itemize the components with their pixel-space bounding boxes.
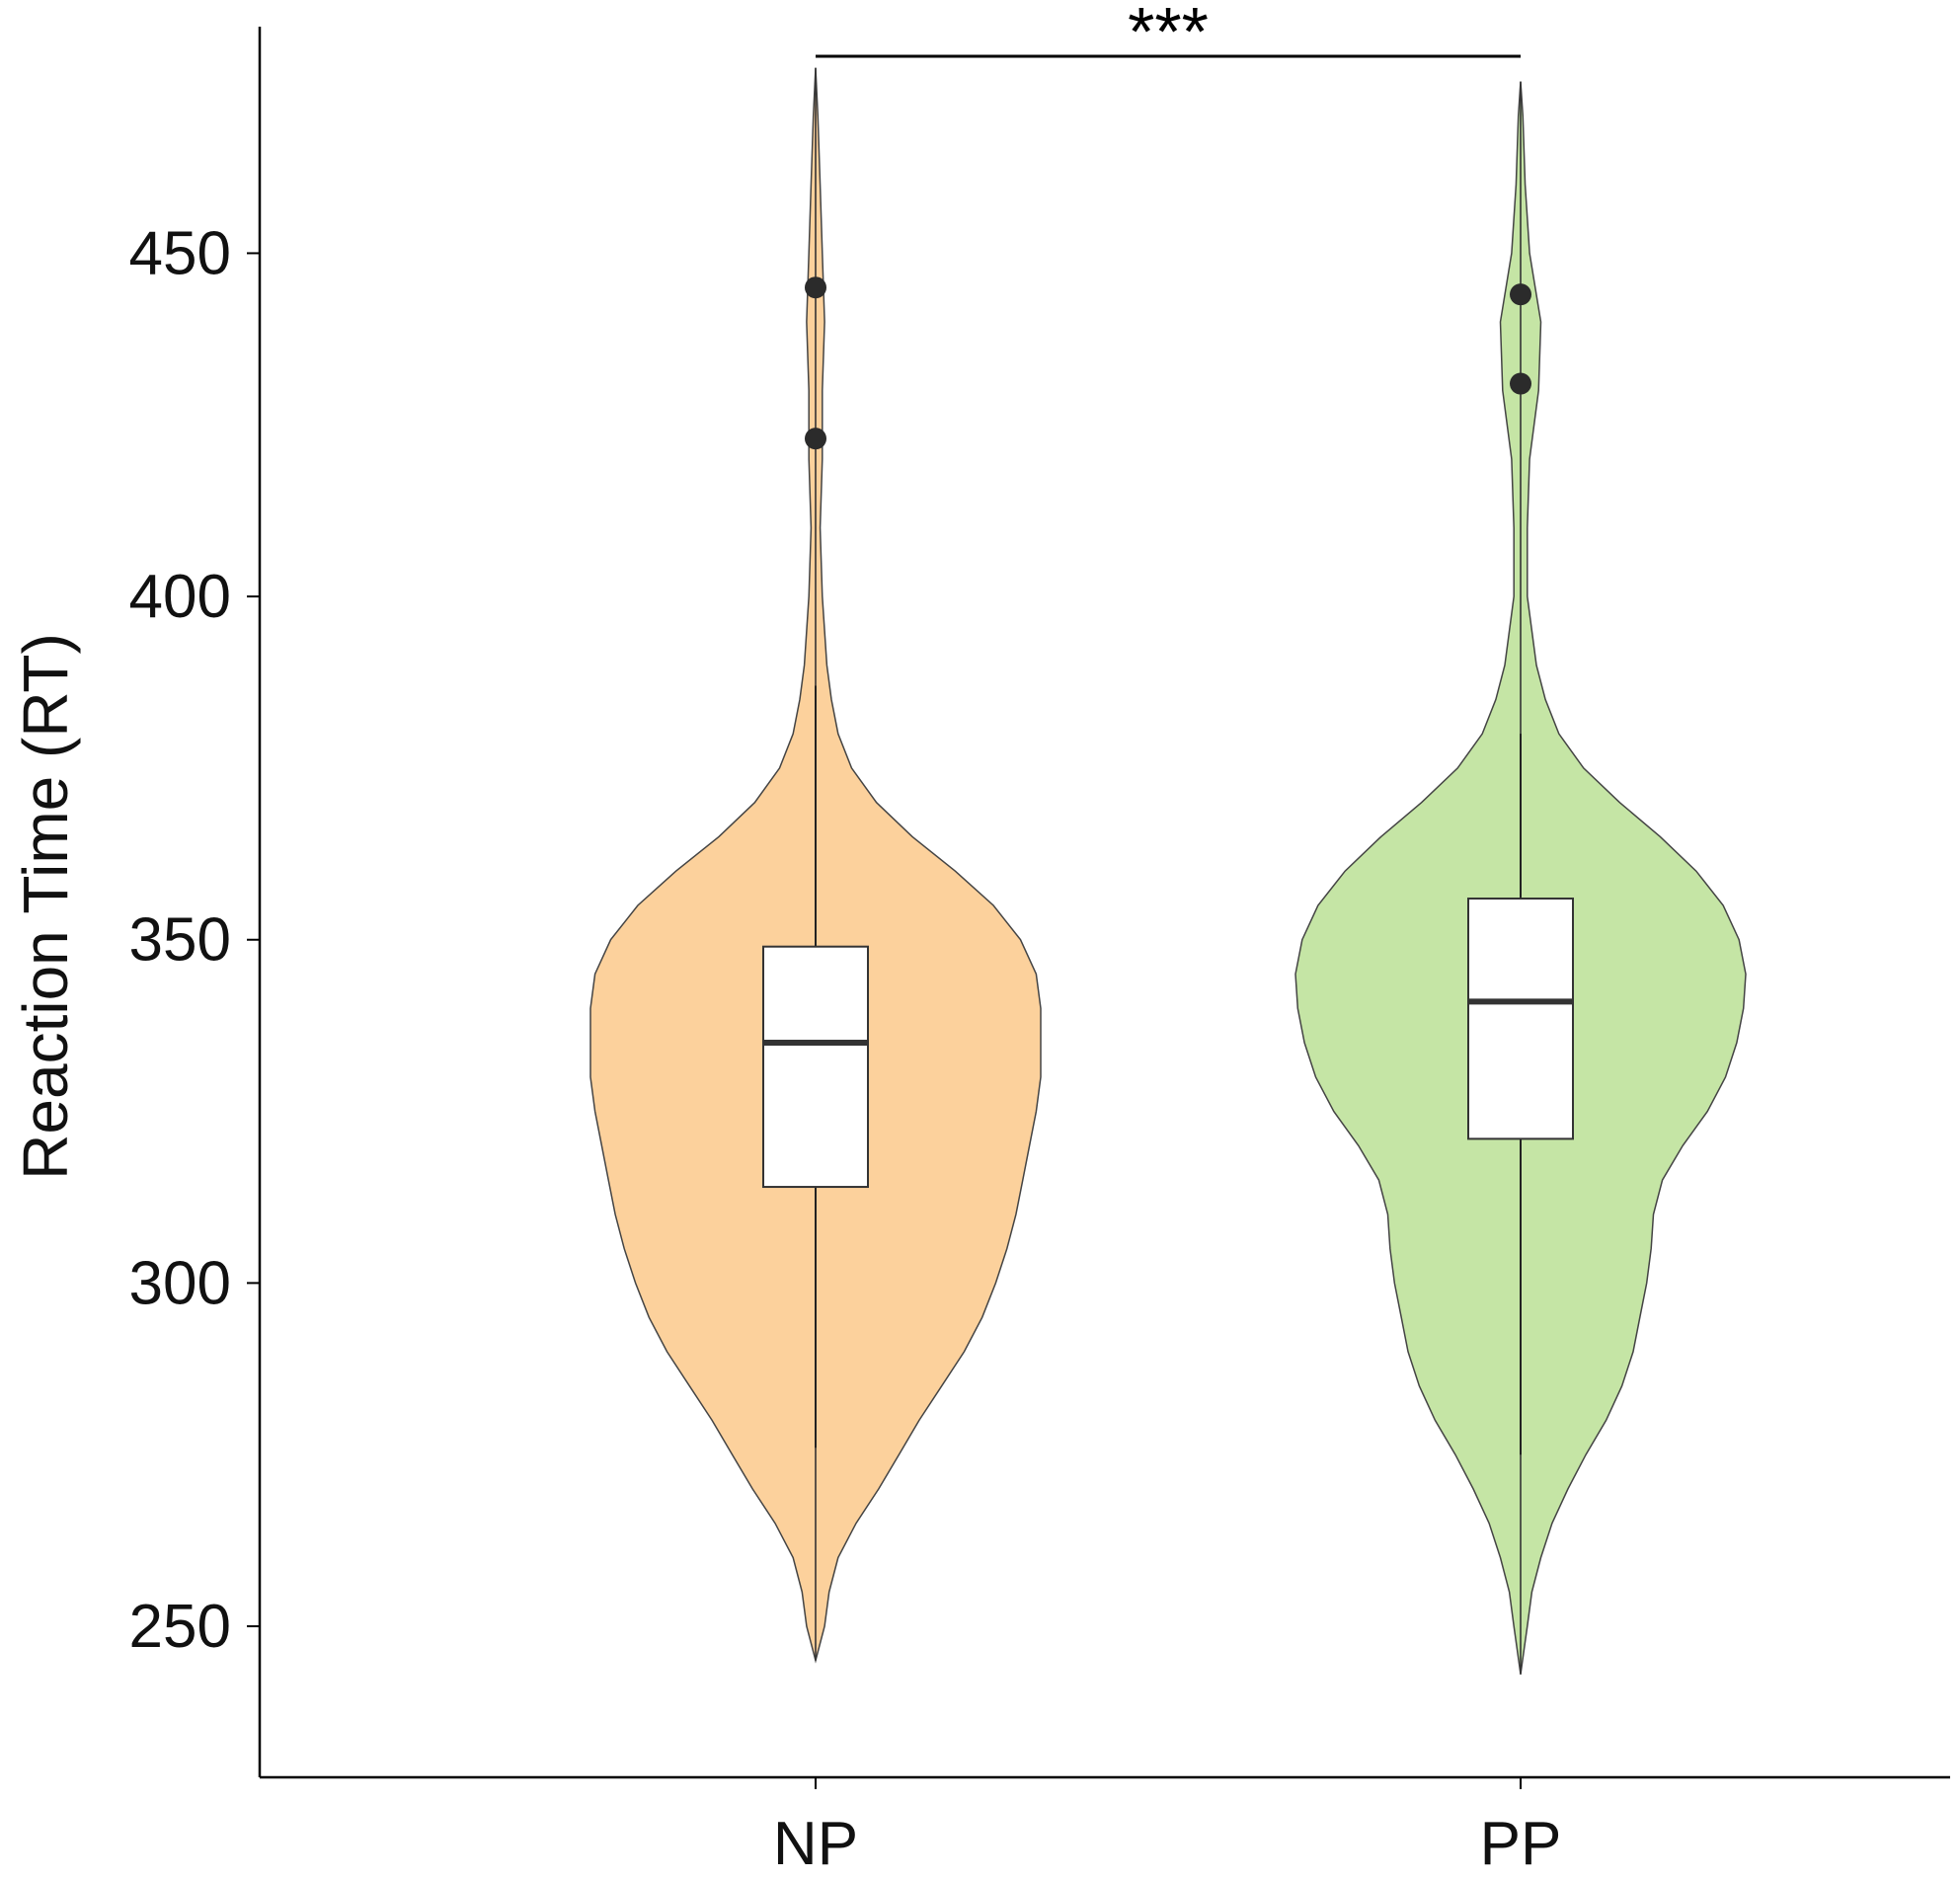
outlier-point: [805, 276, 826, 299]
outlier-point: [805, 428, 826, 450]
y-tick-label: 400: [129, 563, 231, 631]
plot-area: [589, 67, 1747, 1675]
outlier-point: [1510, 283, 1531, 306]
x-axis-ticks: NP PP: [773, 1777, 1561, 1878]
y-axis-title: Reaction Time (RT): [10, 633, 81, 1180]
x-tick-label: PP: [1480, 1810, 1562, 1878]
y-tick-label: 300: [129, 1249, 231, 1317]
y-axis-ticks: 250 300 350 400 450: [129, 219, 260, 1661]
outlier-point: [1510, 372, 1531, 395]
y-tick-label: 450: [129, 219, 231, 287]
significance-label: ***: [1128, 0, 1209, 70]
violin-group-np: [589, 67, 1042, 1664]
violin-group-pp: [1294, 81, 1747, 1675]
box-pp: [1467, 898, 1574, 1140]
x-tick-label: NP: [773, 1810, 858, 1878]
y-tick-label: 250: [129, 1593, 231, 1661]
box-np: [762, 945, 869, 1189]
annotations: ***: [816, 0, 1521, 70]
y-tick-label: 350: [129, 906, 231, 975]
